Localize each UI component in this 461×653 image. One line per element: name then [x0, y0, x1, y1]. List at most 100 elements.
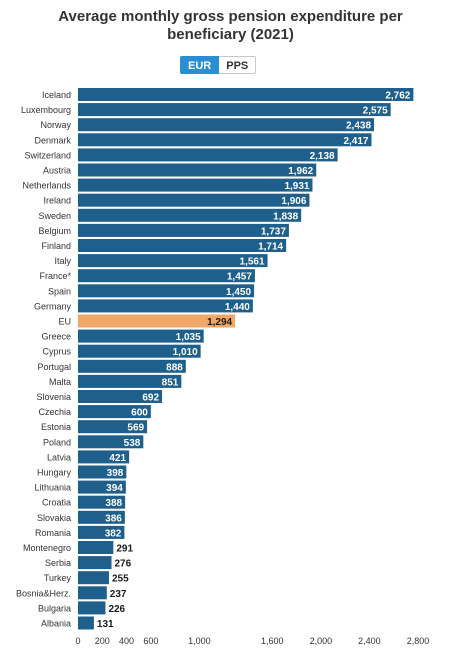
category-label-eu: EU [58, 317, 71, 327]
bar-belgium[interactable] [78, 223, 289, 237]
bar-slovakia[interactable] [78, 510, 125, 524]
bar-norway[interactable] [78, 118, 375, 132]
x-tick-label: 0 [75, 636, 80, 646]
category-label-czechia: Czechia [38, 407, 71, 417]
value-label-denmark: 2,417 [343, 136, 368, 147]
bar-romania[interactable] [78, 525, 125, 539]
value-label-cyprus: 1,010 [173, 347, 198, 358]
x-tick-label: 2,800 [407, 636, 430, 646]
bar-cyprus[interactable] [78, 344, 201, 358]
bar-iceland[interactable] [78, 88, 414, 101]
value-label-luxembourg: 2,575 [363, 106, 388, 117]
bar-albania[interactable] [78, 616, 94, 630]
bar-spain[interactable] [78, 284, 255, 298]
value-label-romania: 382 [105, 528, 122, 539]
x-tick-label: 2,000 [310, 636, 333, 646]
category-label-france: France* [39, 271, 71, 281]
value-label-greece: 1,035 [176, 332, 201, 343]
value-label-belgium: 1,737 [261, 226, 286, 237]
chart-title-line-2: beneficiary (2021) [167, 26, 294, 43]
pps-button[interactable]: PPS [219, 56, 257, 74]
bar-italy[interactable] [78, 254, 268, 268]
value-label-malta: 851 [162, 377, 179, 388]
bar-estonia[interactable] [78, 420, 148, 434]
bar-portugal[interactable] [78, 359, 186, 373]
value-label-turkey: 255 [112, 574, 129, 585]
bar-netherlands[interactable] [78, 178, 313, 192]
x-tick-label: 400 [119, 636, 134, 646]
category-label-montenegro: Montenegro [23, 543, 71, 553]
category-label-switzerland: Switzerland [24, 150, 71, 160]
category-label-romania: Romania [35, 528, 71, 538]
category-label-slovenia: Slovenia [36, 392, 71, 402]
category-label-luxembourg: Luxembourg [21, 105, 71, 115]
category-label-greece: Greece [41, 332, 71, 342]
value-label-albania: 131 [97, 619, 114, 630]
value-label-slovenia: 692 [142, 393, 159, 404]
bar-poland[interactable] [78, 435, 144, 449]
bar-germany[interactable] [78, 299, 253, 313]
bar-switzerland[interactable] [78, 148, 338, 162]
bar-montenegro[interactable] [78, 541, 114, 554]
value-label-latvia: 421 [109, 453, 126, 464]
bar-bulgaria[interactable] [78, 601, 106, 615]
bar-denmark[interactable] [78, 133, 372, 147]
bar-slovenia[interactable] [78, 390, 163, 403]
bar-latvia[interactable] [78, 450, 130, 464]
category-label-sweden: Sweden [38, 211, 71, 221]
category-label-slovakia: Slovakia [37, 513, 71, 523]
bar-croatia[interactable] [78, 495, 126, 509]
value-label-ireland: 1,906 [281, 196, 306, 207]
value-label-italy: 1,561 [240, 257, 265, 268]
bar-lithuania[interactable] [78, 480, 126, 494]
x-tick-label: 1,000 [188, 636, 211, 646]
category-label-poland: Poland [43, 437, 71, 447]
bar-greece[interactable] [78, 329, 204, 343]
value-label-lithuania: 394 [106, 483, 123, 494]
category-label-austria: Austria [43, 166, 71, 176]
category-label-finland: Finland [41, 241, 71, 251]
category-label-cyprus: Cyprus [42, 347, 71, 357]
category-label-spain: Spain [48, 286, 71, 296]
value-label-montenegro: 291 [116, 544, 133, 555]
chart-title-line-1: Average monthly gross pension expenditur… [58, 8, 403, 25]
bar-eu[interactable] [78, 314, 236, 328]
value-label-serbia: 276 [115, 559, 132, 570]
value-label-estonia: 569 [127, 423, 144, 434]
category-label-italy: Italy [54, 256, 71, 266]
value-label-netherlands: 1,931 [284, 181, 309, 192]
category-label-estonia: Estonia [41, 422, 71, 432]
value-label-switzerland: 2,138 [310, 151, 335, 162]
bar-serbia[interactable] [78, 556, 112, 570]
category-label-lithuania: Lithuania [34, 483, 71, 493]
category-label-albania: Albania [41, 619, 71, 629]
value-label-austria: 1,962 [288, 166, 313, 177]
category-label-malta: Malta [49, 377, 71, 387]
category-label-norway: Norway [40, 120, 71, 130]
x-tick-label: 2,400 [358, 636, 381, 646]
bar-malta[interactable] [78, 374, 182, 388]
bar-luxembourg[interactable] [78, 103, 391, 117]
category-label-croatia: Croatia [42, 498, 71, 508]
eur-button[interactable]: EUR [180, 56, 220, 74]
bar-sweden[interactable] [78, 208, 302, 222]
unit-toggle: EUR PPS [180, 56, 257, 74]
category-label-serbia: Serbia [45, 558, 71, 568]
bar-france[interactable] [78, 269, 255, 283]
x-tick-label: 200 [95, 636, 110, 646]
value-label-croatia: 388 [105, 498, 122, 509]
value-label-sweden: 1,838 [273, 211, 298, 222]
category-label-bosnia-herz: Bosnia&Herz. [16, 588, 71, 598]
x-tick-label: 1,600 [261, 636, 284, 646]
bar-austria[interactable] [78, 163, 317, 177]
category-label-latvia: Latvia [47, 452, 71, 462]
bar-hungary[interactable] [78, 465, 127, 479]
bar-czechia[interactable] [78, 405, 151, 419]
bar-bosnia-herz[interactable] [78, 586, 107, 600]
value-label-eu: 1,294 [207, 317, 232, 328]
bar-turkey[interactable] [78, 571, 109, 585]
bar-finland[interactable] [78, 239, 287, 252]
bar-ireland[interactable] [78, 193, 310, 207]
value-label-france: 1,457 [227, 272, 252, 283]
